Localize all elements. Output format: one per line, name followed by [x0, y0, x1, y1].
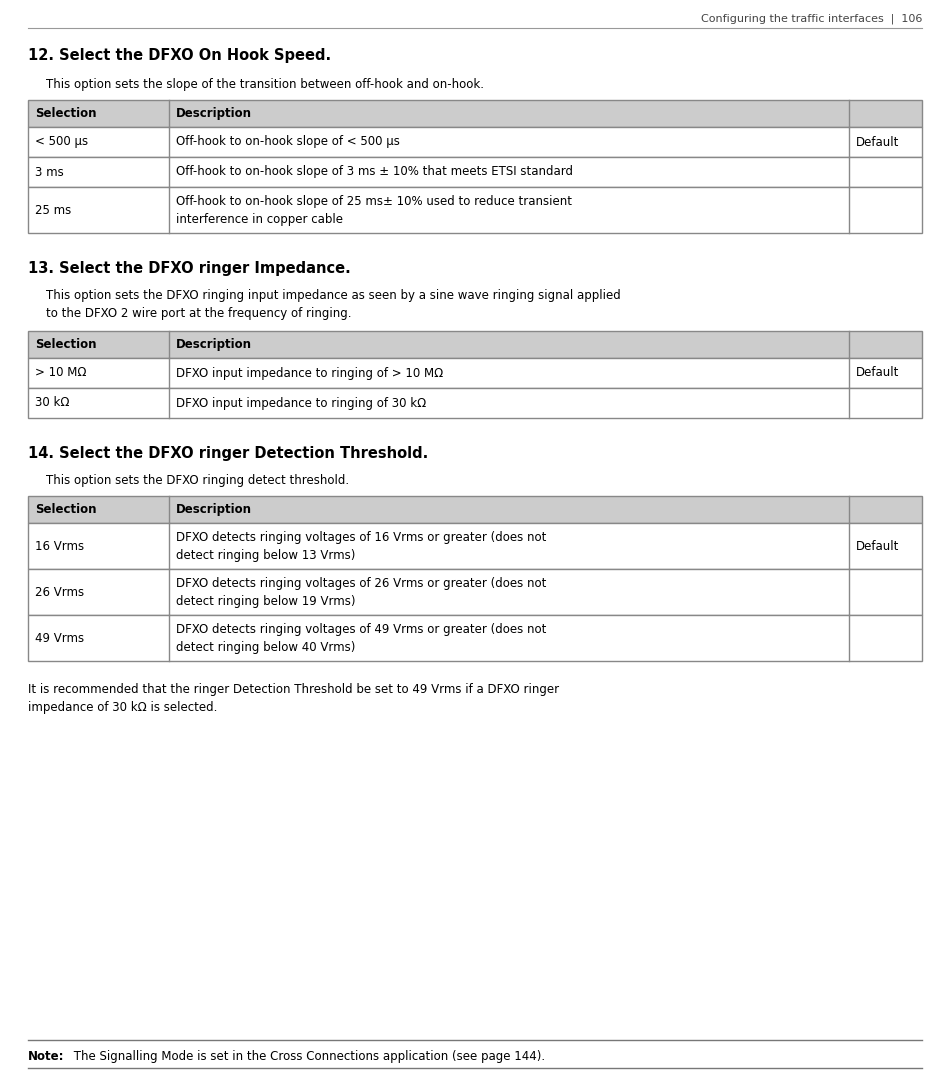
Text: Default: Default — [856, 367, 899, 379]
Bar — [28, 127, 922, 157]
Text: This option sets the DFXO ringing input impedance as seen by a sine wave ringing: This option sets the DFXO ringing input … — [46, 289, 620, 320]
Text: 26 Vrms: 26 Vrms — [35, 585, 85, 598]
Bar — [28, 569, 922, 616]
Text: 16 Vrms: 16 Vrms — [35, 539, 85, 553]
Text: 12. Select the DFXO On Hook Speed.: 12. Select the DFXO On Hook Speed. — [28, 49, 332, 63]
Bar — [28, 157, 922, 186]
Text: Configuring the traffic interfaces  |  106: Configuring the traffic interfaces | 106 — [700, 14, 922, 25]
Text: Note:: Note: — [28, 1050, 65, 1063]
Text: Description: Description — [177, 338, 253, 351]
Text: The Signalling Mode is set in the Cross Connections application (see page 144).: The Signalling Mode is set in the Cross … — [70, 1050, 545, 1063]
Text: DFXO detects ringing voltages of 26 Vrms or greater (does not
detect ringing bel: DFXO detects ringing voltages of 26 Vrms… — [177, 577, 546, 608]
Bar — [28, 523, 922, 569]
Text: This option sets the slope of the transition between off-hook and on-hook.: This option sets the slope of the transi… — [46, 78, 484, 91]
Bar — [28, 496, 922, 523]
Bar — [28, 100, 922, 127]
Bar — [28, 616, 922, 661]
Text: 13. Select the DFXO ringer Impedance.: 13. Select the DFXO ringer Impedance. — [28, 261, 351, 276]
Text: 30 kΩ: 30 kΩ — [35, 397, 69, 410]
Text: Default: Default — [856, 136, 899, 149]
Text: Selection: Selection — [35, 107, 97, 120]
Text: < 500 μs: < 500 μs — [35, 136, 88, 149]
Text: DFXO input impedance to ringing of > 10 MΩ: DFXO input impedance to ringing of > 10 … — [177, 367, 444, 379]
Text: 25 ms: 25 ms — [35, 204, 71, 217]
Text: Off-hook to on-hook slope of 3 ms ± 10% that meets ETSI standard: Off-hook to on-hook slope of 3 ms ± 10% … — [177, 166, 573, 179]
Text: DFXO detects ringing voltages of 16 Vrms or greater (does not
detect ringing bel: DFXO detects ringing voltages of 16 Vrms… — [177, 531, 546, 562]
Text: Selection: Selection — [35, 503, 97, 516]
Text: 3 ms: 3 ms — [35, 166, 64, 179]
Text: Off-hook to on-hook slope of < 500 μs: Off-hook to on-hook slope of < 500 μs — [177, 136, 400, 149]
Text: 49 Vrms: 49 Vrms — [35, 632, 85, 645]
Text: Description: Description — [177, 107, 253, 120]
Text: Selection: Selection — [35, 338, 97, 351]
Text: DFXO detects ringing voltages of 49 Vrms or greater (does not
detect ringing bel: DFXO detects ringing voltages of 49 Vrms… — [177, 623, 546, 653]
Text: Description: Description — [177, 503, 253, 516]
Bar — [28, 358, 922, 388]
Text: Off-hook to on-hook slope of 25 ms± 10% used to reduce transient
interference in: Off-hook to on-hook slope of 25 ms± 10% … — [177, 195, 572, 225]
Bar — [28, 331, 922, 358]
Bar — [28, 388, 922, 418]
Text: > 10 MΩ: > 10 MΩ — [35, 367, 86, 379]
Text: It is recommended that the ringer Detection Threshold be set to 49 Vrms if a DFX: It is recommended that the ringer Detect… — [28, 683, 560, 714]
Text: 14. Select the DFXO ringer Detection Threshold.: 14. Select the DFXO ringer Detection Thr… — [28, 446, 428, 461]
Text: DFXO input impedance to ringing of 30 kΩ: DFXO input impedance to ringing of 30 kΩ — [177, 397, 427, 410]
Text: Default: Default — [856, 539, 899, 553]
Text: This option sets the DFXO ringing detect threshold.: This option sets the DFXO ringing detect… — [46, 474, 350, 487]
Bar — [28, 186, 922, 233]
